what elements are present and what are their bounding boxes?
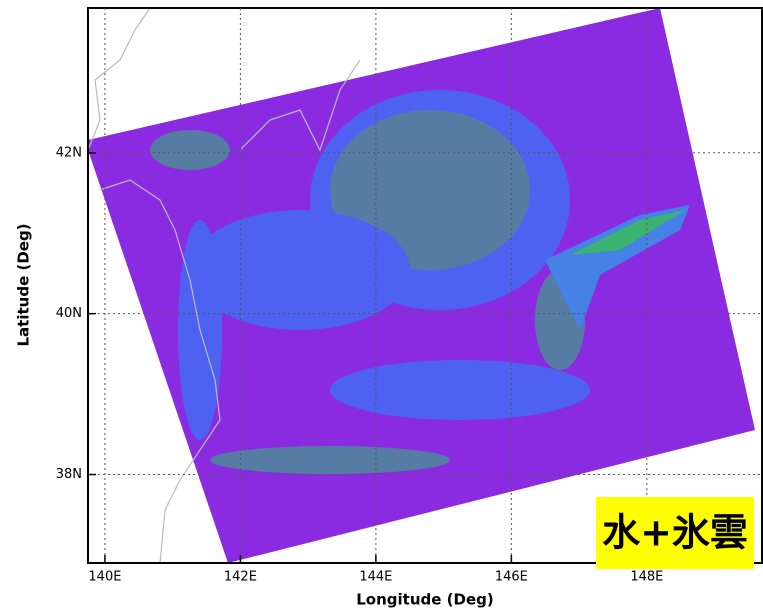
y-tick-label: 42N [56, 145, 82, 160]
x-tick-label: 146E [495, 570, 528, 585]
x-tick-label: 140E [88, 570, 121, 585]
map-chart: 140E 142E 144E 146E 148E 38N 40N 42N Longitude … [0, 0, 763, 613]
y-axis-label: Latitude (Deg) [15, 223, 33, 346]
x-tick-label: 142E [224, 570, 257, 585]
x-tick-label: 148E [630, 570, 663, 585]
swath [88, 8, 755, 563]
x-axis-label: Longitude (Deg) [356, 591, 493, 609]
y-tick-label: 40N [56, 306, 82, 321]
x-tick-label: 144E [359, 570, 392, 585]
annotation: 水+氷雲 [602, 511, 748, 555]
y-tick-label: 38N [56, 467, 82, 482]
